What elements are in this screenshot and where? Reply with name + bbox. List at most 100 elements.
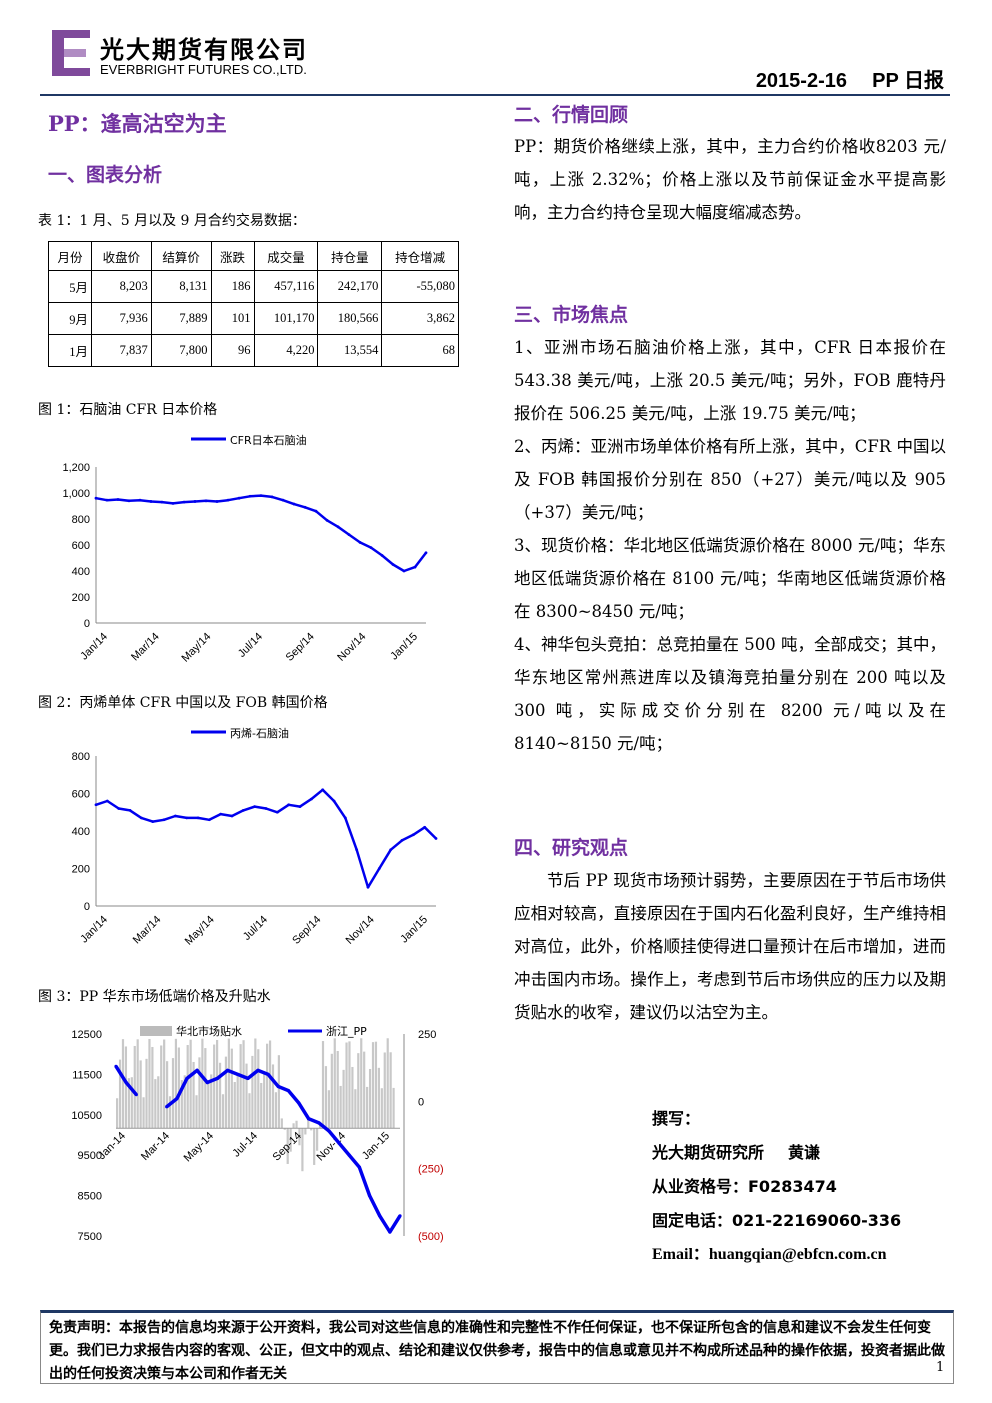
table-cell: 8,131	[150, 270, 212, 303]
data-point	[219, 812, 223, 816]
section-chart-analysis: 一、图表分析	[48, 164, 163, 186]
bar-mark	[392, 1087, 395, 1129]
table-cell: 1月	[48, 334, 92, 367]
data-point	[400, 838, 404, 842]
review-text: PP：期货价格继续上涨，其中，主力合约价格收8203 元/吨，上涨 2.32%；…	[514, 137, 946, 222]
table-header-cell: 月份	[48, 241, 92, 271]
bar-mark	[198, 1057, 201, 1129]
table-row: 1月 7,837 7,800 96 4,220 13,554 68	[48, 334, 459, 367]
data-point	[246, 1076, 250, 1081]
page-title: PP：逢高沽空为主	[48, 111, 227, 136]
data-point	[237, 496, 241, 500]
company-name-cn: 光大期货有限公司	[100, 36, 308, 64]
x-tick-label: Jul-14	[230, 1130, 260, 1160]
bar-mark	[157, 1076, 160, 1129]
bar-mark	[286, 1128, 289, 1164]
data-point	[105, 799, 109, 803]
section-market-focus: 三、市场焦点	[514, 304, 629, 326]
bar-mark	[174, 1038, 178, 1129]
bar-mark	[383, 1052, 386, 1129]
table-cell: 180,566	[317, 302, 383, 335]
table-cell: 96	[210, 334, 255, 367]
bar-mark	[292, 1123, 295, 1129]
data-point	[336, 525, 340, 529]
data-point	[307, 1117, 311, 1121]
data-point	[327, 1129, 331, 1133]
y-tick-label: 7500	[78, 1231, 102, 1243]
data-point	[287, 803, 291, 807]
data-point	[292, 502, 296, 506]
bar-mark	[221, 1094, 225, 1129]
bar-mark	[277, 1055, 280, 1129]
y-tick-label: 200	[72, 592, 90, 604]
data-point	[423, 825, 427, 829]
company-logo	[52, 30, 92, 76]
y-tick-label: 1,000	[62, 488, 90, 500]
data-point	[226, 498, 230, 502]
bar-mark	[342, 1069, 345, 1129]
bar-mark	[283, 1128, 286, 1130]
x-tick-label: Jan-14	[96, 1130, 128, 1162]
data-point	[162, 818, 166, 822]
data-point	[175, 1097, 179, 1101]
table-header-cell: 收盘价	[90, 241, 152, 271]
legend-label: 浙江_PP	[326, 1025, 367, 1038]
bar-mark	[145, 1058, 148, 1129]
x-tick-label: Mar/14	[129, 631, 162, 664]
y-tick-label: 600	[72, 540, 90, 552]
data-point	[230, 814, 234, 818]
data-point	[151, 820, 155, 824]
bar-mark	[127, 1078, 130, 1129]
bar-mark	[280, 1118, 283, 1129]
legend-swatch	[140, 1026, 172, 1036]
x-tick-label: Jan/15	[388, 631, 420, 663]
bar-mark	[371, 1042, 375, 1129]
data-point	[366, 885, 370, 889]
fig1-caption: 图 1：石脑油 CFR 日本价格	[38, 402, 218, 418]
bar-mark	[186, 1045, 189, 1129]
data-point	[116, 498, 120, 501]
legend-label: CFR日本石脑油	[230, 433, 307, 447]
y2-tick-label: (250)	[418, 1164, 444, 1176]
x-tick-label: May/14	[183, 914, 217, 948]
bar-mark	[330, 1053, 333, 1129]
y2-tick-label: 250	[418, 1029, 436, 1041]
data-point	[241, 808, 245, 812]
table-cell: 7,889	[150, 302, 212, 335]
bar-mark	[313, 1128, 316, 1165]
bar-mark	[207, 1081, 210, 1129]
bar-mark	[224, 1056, 228, 1129]
y-tick-label: 400	[72, 566, 90, 578]
table-cell: 101,170	[253, 302, 319, 335]
table-cell: -55,080	[381, 270, 459, 303]
bar-mark	[204, 1048, 207, 1129]
list-item: 3、现货价格：华北地区低端货源价格在 8000 元/吨；华东地区低端货源价格在 …	[514, 536, 946, 621]
data-point	[256, 1068, 260, 1072]
data-point	[388, 1230, 392, 1234]
table-cell: 5月	[48, 270, 92, 303]
bar-mark	[124, 1046, 128, 1129]
bar-mark	[257, 1049, 260, 1129]
list-item: 4、神华包头竞拍：总竞拍量在 500 吨，全部成交；其中，华东地区常州燕进库以及…	[514, 635, 946, 753]
bar-mark	[304, 1128, 307, 1135]
x-tick-label: Sep/14	[290, 914, 323, 947]
data-point	[215, 1076, 220, 1081]
bar-mark	[130, 1077, 133, 1129]
bar-mark	[301, 1128, 304, 1172]
data-point	[248, 494, 252, 498]
data-point	[127, 499, 131, 503]
series-line	[95, 788, 437, 889]
data-point	[367, 1194, 372, 1198]
bar-mark	[339, 1085, 342, 1129]
table-cell: 3,862	[381, 302, 459, 335]
data-point	[389, 848, 393, 852]
series-line	[165, 1068, 402, 1234]
data-point	[128, 808, 132, 812]
bar-mark	[251, 1055, 254, 1129]
data-point	[276, 1084, 280, 1089]
data-point	[139, 816, 143, 820]
data-point	[398, 1214, 402, 1218]
author-label: 撰写：	[652, 1109, 701, 1128]
data-point	[270, 495, 274, 499]
y-tick-label: 0	[84, 901, 90, 913]
